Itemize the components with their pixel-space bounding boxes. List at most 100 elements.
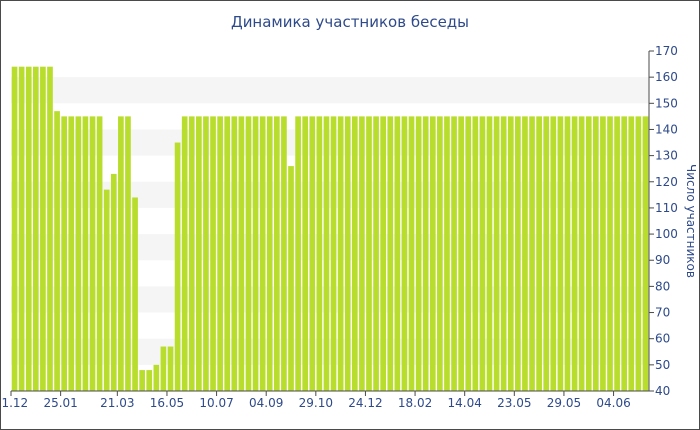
x-tick-label: 10.07 [199,396,233,410]
x-tick-label: 21.03 [100,396,134,410]
bar [68,116,75,391]
bar [203,116,209,391]
bar [32,66,39,391]
bar [571,116,578,391]
bar [288,166,294,391]
bar [401,116,408,391]
bar [89,116,96,391]
bar [174,142,181,391]
bar [451,116,457,391]
bar [252,116,259,391]
grid-band [11,234,649,261]
bar [635,116,642,391]
grid-band [11,286,649,313]
grid-band [11,129,649,156]
x-tick-label: 18.02 [398,396,432,410]
bar [47,66,53,391]
bar [139,370,145,391]
x-tick-label: 24.12 [348,396,382,410]
y-tick-label: 170 [655,44,678,58]
grid-band [11,77,649,104]
x-tick-label: 04.09 [249,396,283,410]
bar [217,116,223,391]
y-tick-label: 140 [655,122,678,136]
x-tick-label: 23.05 [497,396,531,410]
y-tick-label: 130 [655,149,678,163]
bar [245,116,252,391]
bar [160,346,167,391]
bar [472,116,479,391]
bar [415,116,422,391]
grid-bands [11,77,649,365]
x-tick-label: 14.04 [448,396,482,410]
bar [557,116,564,391]
y-tick-label: 60 [655,332,670,346]
x-tick-label: 16.05 [150,396,184,410]
x-tick-label: 04.06 [596,396,630,410]
bar [394,116,401,391]
bar [167,346,174,391]
grid-band [11,181,649,208]
bar [40,66,46,391]
y-tick-label: 40 [655,384,670,398]
bar [259,116,266,391]
y-tick-label: 110 [655,201,678,215]
chart-title: Динамика участников беседы [230,13,470,31]
bar [146,370,153,391]
bar [600,116,606,391]
y-axis-label: Число участников [684,164,698,278]
bar [550,116,557,391]
bar [54,111,60,392]
bar [564,116,571,391]
bar [351,116,358,391]
x-tick-label: 29.10 [299,396,333,410]
bar [132,197,138,391]
bar [110,173,117,391]
y-tick-label: 160 [655,70,678,84]
bar [479,116,486,391]
x-tick-label: 29.05 [547,396,581,410]
bar [96,116,103,391]
bar [585,116,592,391]
y-tick-label: 80 [655,279,670,293]
bar [493,116,500,391]
bar [465,116,472,391]
bar [522,116,528,391]
bar [25,66,32,391]
x-axis-ticks: 01.12 25.01 21.03 16.05 10.07 04.09 29.10 24.12… [1,391,631,410]
bar [507,116,514,391]
bar [118,116,124,391]
y-tick-label: 50 [655,358,670,372]
bar [578,116,585,391]
y-tick-label: 70 [655,306,670,320]
bar [224,116,231,391]
bar [607,116,613,391]
bar [11,66,18,391]
bar [153,364,160,391]
bar [266,116,273,391]
x-tick-label: 25.01 [43,396,77,410]
bar [366,116,372,391]
bar [337,116,344,391]
bar [302,116,309,391]
bar [323,116,330,391]
x-tick-label: 01.12 [1,396,28,410]
bar-series [11,66,649,392]
bar [387,116,394,391]
bar [621,116,628,391]
bar [458,116,464,391]
bar [642,116,649,391]
bar [437,116,443,391]
bar [61,116,68,391]
bar [82,116,89,391]
bar [628,116,635,391]
bar [422,116,429,391]
grid-band [11,338,649,365]
bar [295,116,301,391]
bar [529,116,535,391]
bar [500,116,507,391]
bar [614,116,620,391]
bar [196,116,202,391]
bar [344,116,351,391]
